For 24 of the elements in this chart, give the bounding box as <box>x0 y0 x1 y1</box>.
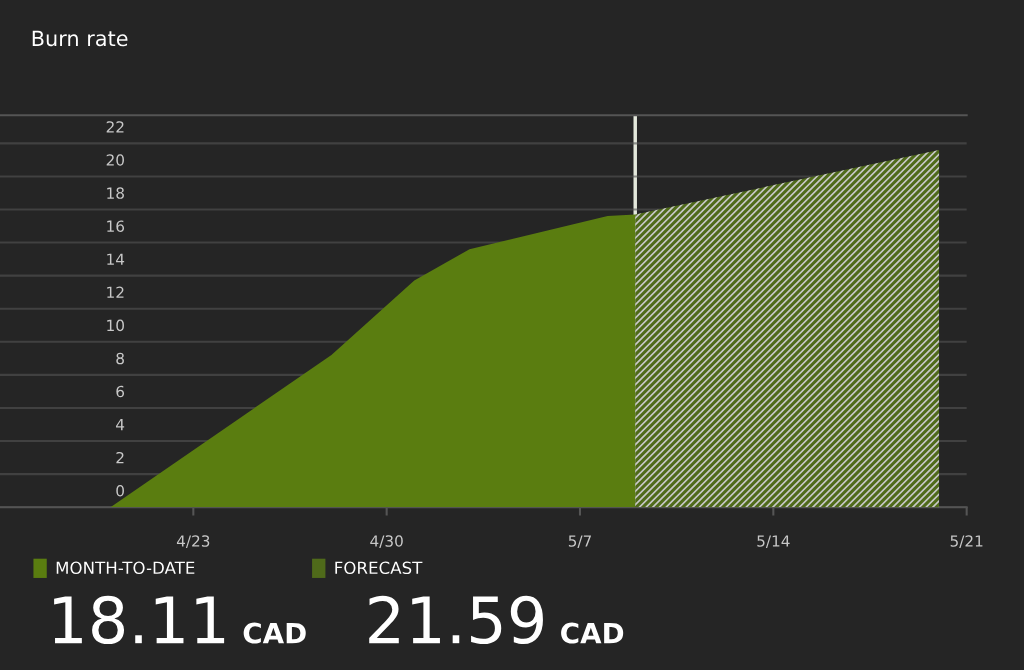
y-tick-label: 6 <box>116 385 125 398</box>
x-tick-label: 4/23 <box>176 535 210 548</box>
text: 21.59 <box>369 595 543 645</box>
y-tick-label: 2 <box>116 451 124 464</box>
text: CAD <box>243 622 306 644</box>
chart-title: Burn rate <box>32 30 128 47</box>
y-tick-label: 12 <box>107 286 124 298</box>
x-tick-label: 4/30 <box>370 535 403 548</box>
legend-label: MONTH-TO-DATE <box>56 561 195 575</box>
y-tick-label: 14 <box>107 253 125 265</box>
x-tick-label: 5/7 <box>568 535 591 548</box>
x-tick-label: 5/21 <box>950 535 983 548</box>
legend-label: FORECAST <box>335 561 423 575</box>
text: 18.11 <box>54 595 225 645</box>
y-tick-label: 20 <box>106 154 124 166</box>
y-tick-label: 8 <box>116 352 124 365</box>
y-tick-label: 10 <box>107 319 124 332</box>
text: CAD <box>561 622 624 644</box>
y-tick-label: 18 <box>107 187 124 199</box>
y-tick-label: 22 <box>106 121 124 133</box>
y-tick-label: 16 <box>107 220 125 232</box>
y-tick-label: 4 <box>116 419 125 431</box>
x-tick-label: 5/14 <box>757 535 790 548</box>
y-tick-label: 0 <box>116 484 124 497</box>
